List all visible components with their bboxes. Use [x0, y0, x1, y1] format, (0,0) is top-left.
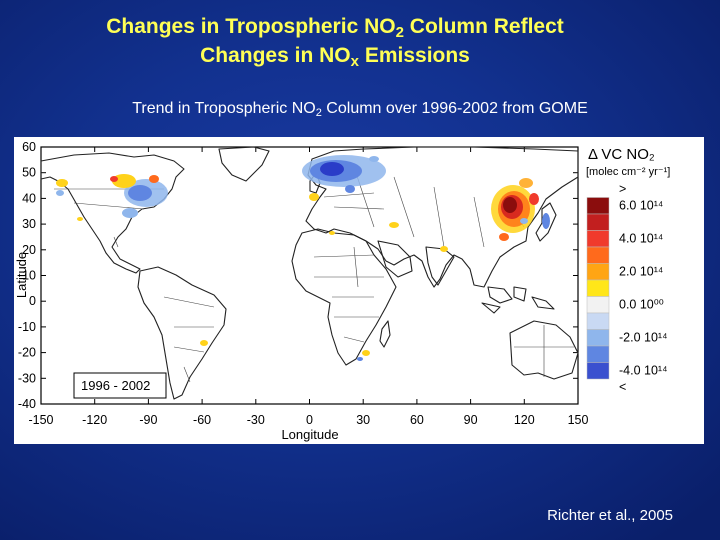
slide-title-line-1: Changes in Tropospheric NO2 Column Refle…: [106, 15, 564, 41]
legend-label: -2.0 10¹⁴: [619, 331, 667, 345]
brazil-increase: [200, 340, 208, 346]
x-tick-label: 150: [568, 413, 589, 427]
africa-outline: [291, 228, 397, 366]
x-tick-label: -150: [28, 413, 53, 427]
y-tick-label: 50: [22, 166, 36, 180]
eurasia-outline: [305, 146, 579, 288]
y-tick-label: 20: [22, 243, 36, 257]
europe-decrease-strong: [320, 162, 344, 176]
manchuria-increase: [519, 178, 533, 188]
greenland-outline: [218, 146, 270, 182]
y-tick-label: 0: [29, 294, 36, 308]
x-tick-label: 120: [514, 413, 535, 427]
madagascar-outline: [379, 320, 391, 348]
x-tick-label: -90: [139, 413, 157, 427]
middle-east-increase: [389, 222, 399, 228]
legend-label: -4.0 10¹⁴: [619, 364, 667, 378]
x-tick-label: 0: [306, 413, 313, 427]
legend-scale: >6.0 10¹⁴ 4.0 10¹⁴ 2.0 10¹⁴ 0.0 10⁰⁰ -2.0 10…: [586, 182, 667, 394]
us-northeast-increase: [112, 174, 136, 188]
legend-swatch: [586, 279, 610, 297]
legend-label: 6.0 10¹⁴: [619, 199, 663, 213]
source-credit: Richter et al., 2005: [547, 507, 673, 524]
x-axis-label: Longitude: [281, 427, 338, 442]
trend-map-figure: 1996 - 2002 -150 -120 -90 -60 -30 0 30 60 90 120 1…: [14, 137, 704, 444]
legend-swatch: [586, 312, 610, 330]
us-chicago-increase: [110, 176, 118, 182]
us-southeast-decrease: [122, 208, 138, 218]
y-axis-label: Latitude: [14, 252, 29, 298]
y-tick-label: 30: [22, 217, 36, 231]
legend-swatch: [586, 230, 610, 248]
x-tick-label: -120: [82, 413, 107, 427]
axis-ticks: [40, 146, 579, 405]
legend-label: 4.0 10¹⁴: [619, 232, 663, 246]
japan-outline: [535, 202, 557, 242]
coastlines: [40, 146, 579, 400]
y-tick-label: -30: [18, 371, 36, 385]
arabia-outline: [377, 240, 413, 278]
south-america-outline: [137, 266, 227, 400]
trend-patches: [56, 155, 550, 361]
y-tick-label: 40: [22, 191, 36, 205]
legend-swatch: [586, 345, 610, 363]
figure-caption: Trend in Tropospheric NO2 Column over 19…: [132, 100, 588, 119]
legend-swatch: [586, 362, 610, 380]
slide-title: Changes in Tropospheric NO2 Column Refle…: [0, 12, 670, 70]
x-tick-label: 30: [356, 413, 370, 427]
australia-outline: [509, 320, 579, 380]
us-east-increase: [149, 175, 159, 183]
legend-label: <: [619, 380, 626, 394]
x-tick-label: -30: [247, 413, 265, 427]
china-east-decrease: [520, 218, 528, 224]
china-increase-peak: [503, 197, 517, 213]
legend-swatch: [586, 246, 610, 264]
y-tick-label: 60: [22, 140, 36, 154]
southeast-asia-islands: [481, 286, 555, 314]
legend-label: 0.0 10⁰⁰: [619, 298, 664, 312]
japan-decrease: [542, 213, 550, 229]
x-axis-ticks: -150 -120 -90 -60 -30 0 30 60 90 120 150: [28, 413, 588, 427]
legend-label: 2.0 10¹⁴: [619, 265, 663, 279]
india-increase: [440, 246, 448, 252]
trend-map-svg: 1996 - 2002 -150 -120 -90 -60 -30 0 30 60 90 120 1…: [14, 140, 670, 442]
y-tick-label: -20: [18, 346, 36, 360]
legend-swatch: [586, 329, 610, 347]
y-tick-label: 10: [22, 269, 36, 283]
legend-units: [molec cm⁻² yr⁻¹]: [586, 166, 670, 178]
country-borders: [54, 166, 574, 383]
x-tick-label: -60: [193, 413, 211, 427]
pacific-increase: [77, 217, 83, 221]
slide-title-line-2: Changes in NOx Emissions: [200, 44, 470, 70]
italy-decrease: [345, 185, 355, 193]
us-west-increase: [56, 179, 68, 187]
period-label: 1996 - 2002: [81, 378, 150, 393]
x-tick-label: 60: [410, 413, 424, 427]
moscow-decrease: [369, 156, 379, 162]
legend-swatch: [586, 263, 610, 281]
legend-swatch: [586, 213, 610, 231]
north-america-outline: [40, 152, 185, 274]
us-east-decrease-strong: [128, 185, 152, 201]
korea-increase: [529, 193, 539, 205]
x-tick-label: 90: [464, 413, 478, 427]
hongkong-increase: [499, 233, 509, 241]
south-africa-increase: [362, 350, 370, 356]
legend-label: >: [619, 182, 626, 196]
y-tick-label: -10: [18, 320, 36, 334]
us-west-decrease: [56, 190, 64, 196]
legend-title: Δ VC NO₂: [588, 146, 655, 163]
spain-increase: [309, 193, 319, 201]
legend-swatch: [586, 197, 610, 215]
south-africa-decrease: [357, 357, 363, 361]
y-axis-ticks: 60 50 40 30 20 10 0 -10 -20 -30 -40: [18, 140, 36, 411]
sahara-increase: [329, 231, 335, 235]
legend-swatch: [586, 296, 610, 314]
y-tick-label: -40: [18, 397, 36, 411]
period-label-box: [73, 372, 167, 399]
